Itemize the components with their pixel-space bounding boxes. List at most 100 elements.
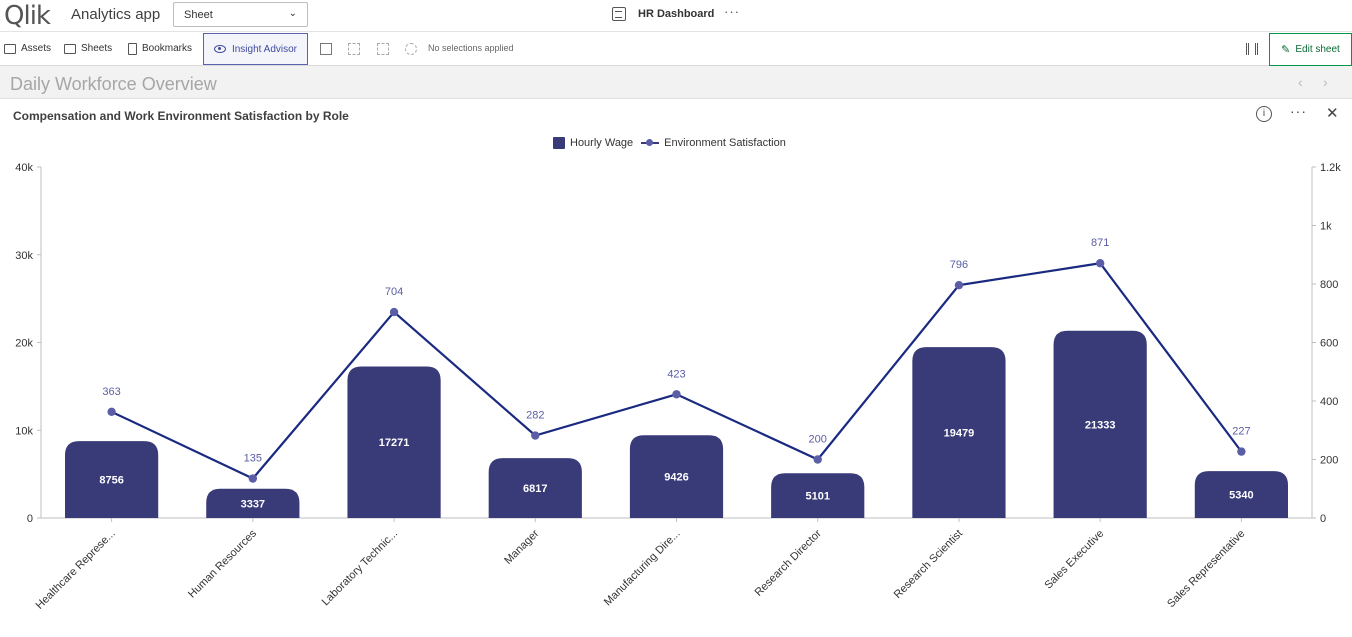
step-back-icon[interactable] [348,43,360,55]
clear-selections-icon[interactable] [405,43,417,55]
line-point [1095,259,1105,268]
more-options-icon[interactable]: ··· [1290,103,1307,119]
category-label: Manufacturing Dire... [602,528,683,609]
line-point [107,407,116,417]
bar-value-label: 8756 [99,475,123,487]
right-axis-tick-label: 1.2k [1320,162,1341,174]
more-options-icon[interactable]: ··· [724,4,740,19]
category-label: Sales Representative [1165,528,1247,610]
bar [912,347,1006,518]
left-axis-tick-label: 10k [15,425,33,437]
bar-value-label: 21333 [1085,419,1116,431]
line-value-label: 363 [102,386,120,398]
sheet-title: Daily Workforce Overview [10,74,217,94]
step-forward-icon[interactable] [377,43,389,55]
sheets-label: Sheets [81,43,113,54]
line-value-label: 796 [950,259,968,271]
bookmarks-button[interactable]: Bookmarks [128,32,192,65]
bookmarks-label: Bookmarks [142,43,193,54]
smart-search-icon[interactable] [320,43,332,55]
qlik-logo[interactable]: Qlik [4,1,51,31]
next-sheet-icon[interactable]: › [1323,74,1328,90]
right-axis-tick-label: 600 [1320,338,1338,350]
info-icon[interactable]: i [1256,106,1272,122]
close-icon[interactable]: ✕ [1326,105,1339,122]
line-point [1237,447,1246,456]
line-value-label: 227 [1232,426,1250,438]
previous-sheet-icon[interactable]: ‹ [1298,74,1303,90]
legend-bar-swatch [553,137,565,149]
bar [206,488,300,518]
category-label: Manager [502,527,541,566]
bar-value-label: 5101 [805,491,829,503]
bar-value-label: 9426 [664,472,688,484]
line-value-label: 200 [809,434,827,446]
bookmark-icon [128,42,137,55]
right-axis-tick-label: 1k [1320,221,1332,233]
line-value-label: 282 [526,410,544,422]
bar [347,366,441,518]
line-point [531,431,540,440]
bar-value-label: 17271 [379,437,410,449]
line-point [813,455,822,464]
category-label: Research Scientist [892,528,965,601]
line-point [954,280,964,290]
bar-value-label: 5340 [1229,490,1253,502]
insight-advisor-label: Insight Advisor [231,43,298,55]
right-axis-tick-label: 800 [1320,279,1338,291]
chart-legend: Hourly Wage Environment Satisfaction [553,137,786,149]
line-point [672,390,681,399]
sheets-icon [64,43,76,54]
legend-item-bar[interactable]: Hourly Wage [553,137,633,149]
toolbar: Assets Sheets Bookmarks Insight Advisor … [0,32,1352,66]
legend-label-bar: Hourly Wage [570,137,634,149]
right-axis-tick-label: 400 [1320,396,1338,408]
bar [771,473,865,518]
bar [488,458,582,518]
legend-item-line[interactable]: Environment Satisfaction [641,137,786,149]
line-value-label: 704 [385,286,403,298]
eye-icon [213,45,226,53]
category-label: Sales Executive [1042,528,1106,592]
edit-sheet-button[interactable]: ✎ Edit sheet [1269,33,1352,66]
sheets-button[interactable]: Sheets [64,32,112,65]
selection-status: No selections applied [428,43,514,53]
dashboard-title[interactable]: HR Dashboard [638,8,715,20]
chevron-down-icon: ⌄ [288,8,297,19]
grid-view-icon[interactable] [1246,43,1258,55]
category-label: Research Director [753,527,824,598]
sheet-dropdown[interactable]: Sheet ⌄ [173,2,308,27]
line-point [389,307,399,317]
assets-button[interactable]: Assets [4,32,51,65]
right-axis-tick-label: 0 [1320,513,1326,525]
bar-value-label: 3337 [241,498,265,510]
legend-line-swatch [641,139,660,146]
app-title: Analytics app [71,6,161,23]
edit-sheet-label: Edit sheet [1295,44,1340,55]
bar [65,441,159,518]
category-label: Healthcare Represe... [34,528,118,612]
legend-label-line: Environment Satisfaction [664,137,786,149]
chart-title: Compensation and Work Environment Satisf… [13,109,349,123]
logo-text: Qlik [4,1,51,31]
left-axis-tick-label: 20k [15,338,33,350]
line-value-label: 871 [1091,237,1109,249]
left-axis-tick-label: 30k [15,250,33,262]
insight-advisor-button[interactable]: Insight Advisor [203,33,308,65]
dashboard-icon [612,7,626,21]
bar-value-label: 6817 [523,483,547,495]
pencil-icon: ✎ [1281,44,1291,56]
combo-chart: 0 10k 20k 30k 40k 0 200 400 600 800 1k 1.2k 8756 3337… [15,162,1341,612]
category-label: Laboratory Technic... [320,528,401,609]
right-axis-tick-label: 200 [1320,455,1338,467]
sheet-dropdown-value: Sheet [184,9,213,21]
top-bar: Qlik Analytics app Sheet ⌄ HR Dashboard … [0,0,1352,32]
chart-panel: Compensation and Work Environment Satisf… [0,99,1352,637]
left-axis-tick-label: 40k [15,162,33,174]
bar-value-label: 19479 [944,428,975,440]
bar [1194,471,1288,518]
bar [629,435,724,518]
assets-label: Assets [21,43,52,54]
left-axis-tick-label: 0 [27,513,33,525]
sheet-title-bar: Daily Workforce Overview ‹ › [0,66,1352,99]
